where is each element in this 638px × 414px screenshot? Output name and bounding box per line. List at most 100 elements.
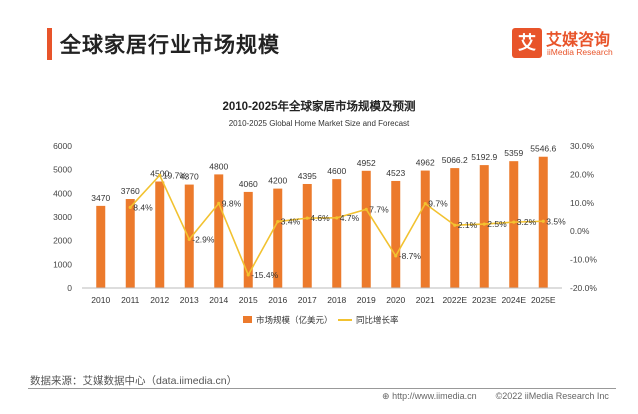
growth-value-label: 19.7% [163,170,188,180]
growth-value-label: 4.7% [340,213,360,223]
bar-value-label: 4060 [239,179,258,189]
y-left-tick-label: 5000 [53,165,72,175]
growth-value-labels: 8.4% 19.7% -2.9% 9.8% -15.4% 3.4% 4.6% 4.7% 7.7%… [133,170,566,280]
bar-value-label: 5192.9 [471,152,497,162]
bar-2013 [184,184,194,288]
growth-point-2021 [423,202,427,206]
growth-point-2019 [364,207,368,211]
x-tick-label: 2012 [150,295,169,305]
bar-value-label: 4952 [357,158,376,168]
footer-url[interactable]: http://www.iimedia.cn [392,391,477,401]
growth-value-label: 8.4% [133,202,153,212]
bar-value-label: 4200 [268,176,287,186]
growth-point-2014 [217,201,221,205]
growth-value-label: 3.5% [546,216,566,226]
bar-value-label: 4370 [180,172,199,182]
bar-value-label: 5546.6 [530,144,556,154]
x-tick-label: 2013 [180,295,199,305]
y-axis-right: -20.0% -10.0% 0.0% 10.0% 20.0% 30.0% [570,141,597,293]
bar-value-label: 4962 [416,158,435,168]
x-tick-label: 2020 [386,295,405,305]
growth-value-label: 2.5% [487,219,507,229]
iimedia-logo: 艾 艾媒咨询 iiMedia Research [512,26,622,62]
x-tick-label: 2014 [209,295,228,305]
y-left-tick-label: 4000 [53,188,72,198]
logo-name-cn: 艾媒咨询 [546,32,611,49]
growth-point-2023E [482,222,486,226]
growth-line-series [128,173,545,277]
y-left-tick-label: 3000 [53,212,72,222]
y-right-tick-label: 30.0% [570,141,595,151]
header: 全球家居行业市场规模 艾 艾媒咨询 iiMedia Research [0,0,638,80]
y-left-tick-label: 2000 [53,236,72,246]
bar-2015 [243,191,253,288]
bar-value-label: 4523 [386,168,405,178]
growth-point-2025E [541,219,545,223]
growth-point-2024E [512,220,516,224]
bar-2016 [273,188,283,288]
growth-point-2011 [128,205,132,209]
bar-2019 [361,170,371,288]
growth-point-2018 [335,216,339,220]
growth-point-2012 [158,173,162,177]
x-tick-label: 2021 [416,295,435,305]
chart-title: 2010-2025年全球家居市场规模及预测 [223,99,416,113]
bar-2011 [125,199,135,288]
x-tick-label: 2015 [239,295,258,305]
growth-point-2022E [453,223,457,227]
logo-name-en: iiMedia Research [547,47,613,57]
y-left-tick-label: 0 [67,283,72,293]
growth-value-label: -2.9% [192,234,215,244]
page-title: 全球家居行业市场规模 [60,34,280,57]
growth-point-2013 [187,237,191,242]
globe-icon: ⊕ [382,391,390,401]
bar-2018 [332,179,342,288]
x-tick-label: 2024E [501,295,526,305]
growth-value-label: -15.4% [251,270,278,280]
bar-2024E [509,161,519,288]
y-axis-left: 0 1000 2000 3000 4000 5000 6000 [53,141,72,293]
data-source: 数据来源：艾媒数据中心（data.iimedia.cn） [30,375,238,387]
x-tick-label: 2017 [298,295,317,305]
legend-bar-swatch [243,316,252,323]
growth-value-label: 2.1% [458,220,478,230]
bar-2022E [450,168,460,288]
growth-value-label: -8.7% [399,251,422,261]
title-accent-bar [47,28,52,60]
growth-point-2015 [246,273,250,277]
y-right-tick-label: -10.0% [570,255,597,265]
legend-line-label: 同比增长率 [356,315,399,325]
bar-2012 [155,181,165,288]
x-tick-label: 2016 [268,295,287,305]
bar-value-label: 4600 [327,166,346,176]
growth-point-2016 [276,219,280,224]
bar-2023E [479,165,489,288]
y-right-tick-label: -20.0% [570,283,597,293]
y-right-tick-label: 20.0% [570,169,595,179]
bar-value-label: 4500 [150,169,169,179]
y-right-tick-label: 10.0% [570,198,595,208]
bar-2017 [302,183,312,288]
bar-2021 [420,170,430,288]
x-tick-label: 2019 [357,295,376,305]
growth-value-label: 3.2% [517,217,537,227]
growth-value-label: 9.8% [222,198,242,208]
bar-2020 [391,180,401,288]
growth-point-2020 [394,254,398,258]
y-right-tick-label: 0.0% [570,226,590,236]
growth-value-label: 7.7% [369,204,389,214]
x-tick-label: 2011 [121,295,140,305]
x-tick-label: 2010 [91,295,110,305]
bar-2014 [214,174,224,288]
x-tick-label: 2022E [442,295,467,305]
bar-value-label: 3470 [91,193,110,203]
footer-copyright: ©2022 iiMedia Research Inc [495,391,609,401]
chart-legend: 市场规模（亿美元） 同比增长率 [243,315,399,325]
x-tick-label: 2025E [531,295,556,305]
y-left-tick-label: 1000 [53,259,72,269]
bar-value-labels: 3470 3760 4500 4370 4800 4060 4200 4395 4600 4952… [91,144,556,203]
footer-divider [28,388,616,389]
x-tick-label: 2018 [327,295,346,305]
bar-value-label: 5359 [504,148,523,158]
